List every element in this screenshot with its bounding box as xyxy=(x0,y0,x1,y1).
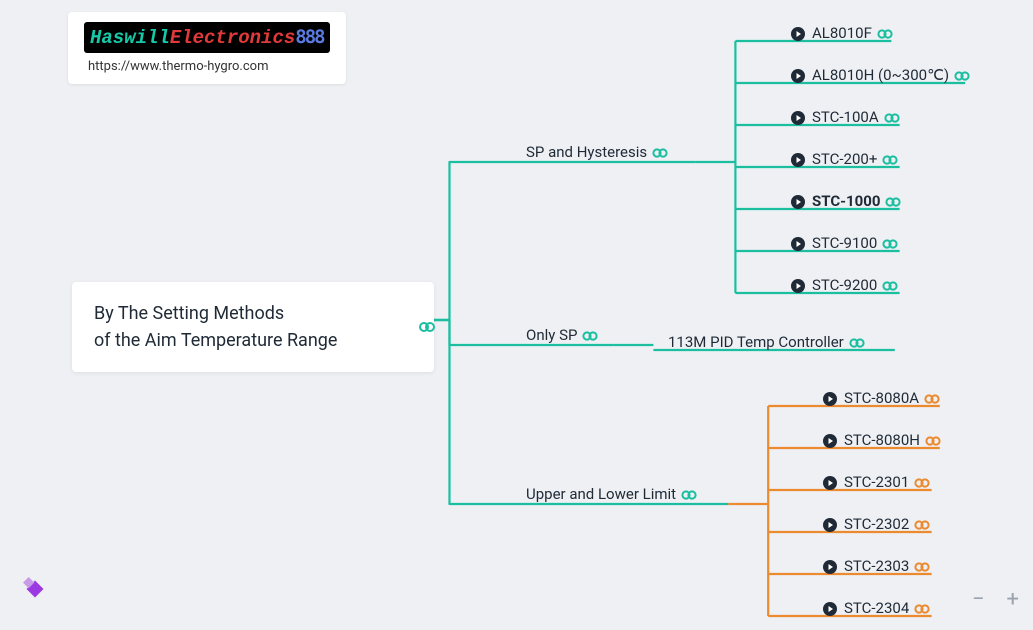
link-icon[interactable] xyxy=(913,517,931,533)
leaf-node[interactable]: STC-2304 xyxy=(822,599,931,617)
leaf-node[interactable]: STC-8080A xyxy=(822,389,941,407)
link-icon[interactable] xyxy=(881,236,899,252)
leaf-node[interactable]: AL8010H (0~300℃) xyxy=(790,66,971,84)
root-node[interactable]: By The Setting Methods of the Aim Temper… xyxy=(72,282,434,372)
leaf-node[interactable]: STC-2303 xyxy=(822,557,931,575)
link-icon[interactable] xyxy=(881,278,899,294)
play-icon[interactable] xyxy=(790,26,806,42)
leaf-node[interactable]: STC-1000 xyxy=(790,192,902,210)
play-icon[interactable] xyxy=(790,68,806,84)
logo-text-electronics: Electronics xyxy=(170,27,295,49)
leaf-label: 113M PID Temp Controller xyxy=(668,333,844,351)
link-icon[interactable] xyxy=(913,601,931,617)
play-icon[interactable] xyxy=(822,601,838,617)
leaf-label: STC-9200 xyxy=(812,276,877,294)
link-icon[interactable] xyxy=(876,26,894,42)
zoom-in-button[interactable]: + xyxy=(1007,587,1019,612)
branch-label: Only SP xyxy=(526,326,577,344)
play-icon[interactable] xyxy=(790,236,806,252)
link-icon[interactable] xyxy=(953,68,971,84)
root-line1: By The Setting Methods xyxy=(94,300,412,327)
play-icon[interactable] xyxy=(822,475,838,491)
leaf-node[interactable]: STC-9100 xyxy=(790,234,899,252)
leaf-label: STC-9100 xyxy=(812,234,877,252)
link-icon[interactable] xyxy=(680,487,698,503)
branch-upper-lower[interactable]: Upper and Lower Limit xyxy=(526,485,698,503)
zoom-out-button[interactable]: − xyxy=(972,587,985,612)
leaf-label: STC-2303 xyxy=(844,557,909,575)
leaf-node[interactable]: STC-200+ xyxy=(790,150,899,168)
leaf-label: AL8010H (0~300℃) xyxy=(812,66,949,84)
play-icon[interactable] xyxy=(790,152,806,168)
leaf-node[interactable]: STC-100A xyxy=(790,108,901,126)
link-icon[interactable] xyxy=(913,475,931,491)
play-icon[interactable] xyxy=(822,433,838,449)
logo-url[interactable]: https://www.thermo-hygro.com xyxy=(84,59,330,74)
link-icon[interactable] xyxy=(881,152,899,168)
play-icon[interactable] xyxy=(822,391,838,407)
leaf-node[interactable]: STC-2302 xyxy=(822,515,931,533)
leaf-label: STC-8080A xyxy=(844,389,919,407)
link-icon[interactable] xyxy=(884,194,902,210)
leaf-node[interactable]: AL8010F xyxy=(790,24,894,42)
branch-label: Upper and Lower Limit xyxy=(526,485,676,503)
root-line2: of the Aim Temperature Range xyxy=(94,327,412,354)
zoom-controls: − + xyxy=(972,587,1019,612)
link-icon[interactable] xyxy=(883,110,901,126)
branch-label: SP and Hysteresis xyxy=(526,143,647,161)
play-icon[interactable] xyxy=(790,110,806,126)
logo-badge: HaswillElectronics888 xyxy=(84,22,330,53)
link-icon[interactable] xyxy=(924,433,942,449)
play-icon[interactable] xyxy=(790,194,806,210)
logo-text-888: 888 xyxy=(295,26,323,48)
logo-card: HaswillElectronics888 https://www.thermo… xyxy=(68,12,346,84)
play-icon[interactable] xyxy=(790,278,806,294)
branch-only-sp[interactable]: Only SP xyxy=(526,326,599,344)
link-icon[interactable] xyxy=(581,328,599,344)
leaf-label: STC-200+ xyxy=(812,150,877,168)
leaf-label: STC-1000 xyxy=(812,192,880,210)
play-icon[interactable] xyxy=(822,559,838,575)
leaf-label: STC-2304 xyxy=(844,599,909,617)
leaf-label: STC-100A xyxy=(812,108,879,126)
link-icon[interactable] xyxy=(913,559,931,575)
play-icon[interactable] xyxy=(822,517,838,533)
branch-sp-hyst[interactable]: SP and Hysteresis xyxy=(526,143,669,161)
app-icon[interactable] xyxy=(22,576,48,606)
leaf-node[interactable]: STC-9200 xyxy=(790,276,899,294)
logo-text-haswill: Haswill xyxy=(90,27,170,49)
leaf-label: AL8010F xyxy=(812,24,872,42)
leaf-node[interactable]: STC-2301 xyxy=(822,473,931,491)
link-icon[interactable] xyxy=(651,145,669,161)
leaf-node[interactable]: 113M PID Temp Controller xyxy=(668,333,866,351)
leaf-label: STC-8080H xyxy=(844,431,920,449)
link-icon[interactable] xyxy=(848,335,866,351)
link-icon[interactable] xyxy=(923,391,941,407)
leaf-label: STC-2302 xyxy=(844,515,909,533)
leaf-node[interactable]: STC-8080H xyxy=(822,431,942,449)
leaf-label: STC-2301 xyxy=(844,473,909,491)
link-icon[interactable] xyxy=(418,319,436,335)
